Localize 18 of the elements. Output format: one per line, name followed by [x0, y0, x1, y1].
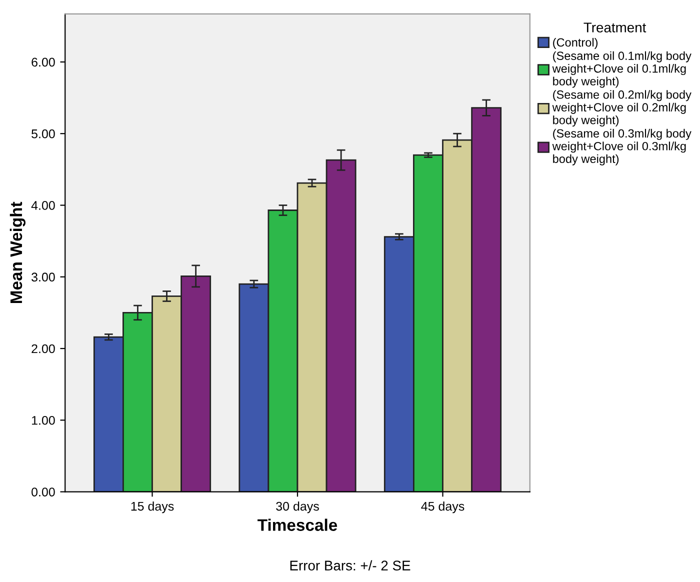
y-tick-label: 5.00 — [32, 129, 55, 138]
x-tick-label: 30 days — [276, 502, 319, 514]
legend-label: (Sesame oil 0.2ml/kg body weight+Clove oil 0.2ml/kg body weight) — [552, 90, 692, 127]
y-tick-label: 3.00 — [32, 272, 55, 282]
legend-title: Treatment — [584, 22, 646, 32]
y-tick-label: 2.00 — [32, 344, 55, 354]
y-tick-label: 6.00 — [32, 58, 55, 67]
y-tick-label: 1.00 — [32, 416, 55, 425]
x-tick-label: 45 days — [421, 502, 464, 514]
legend-label: (Control) — [553, 38, 598, 49]
y-tick-label: 4.00 — [31, 201, 55, 210]
text: Error Bars: +/- 2 SE — [290, 560, 410, 570]
y-axis-title: Mean Weight — [10, 202, 26, 304]
legend-label: (Sesame oil 0.3ml/kg body weight+Clove oil 0.3ml/kg body weight) — [552, 128, 692, 166]
x-axis-title: Timescale — [258, 518, 338, 531]
legend-label: (Sesame oil 0.1ml/kg body weight+Clove oil 0.1ml/kg body weight) — [552, 51, 692, 88]
x-tick-label: 15 days — [131, 502, 174, 514]
y-tick-label: 0.00 — [32, 488, 55, 496]
